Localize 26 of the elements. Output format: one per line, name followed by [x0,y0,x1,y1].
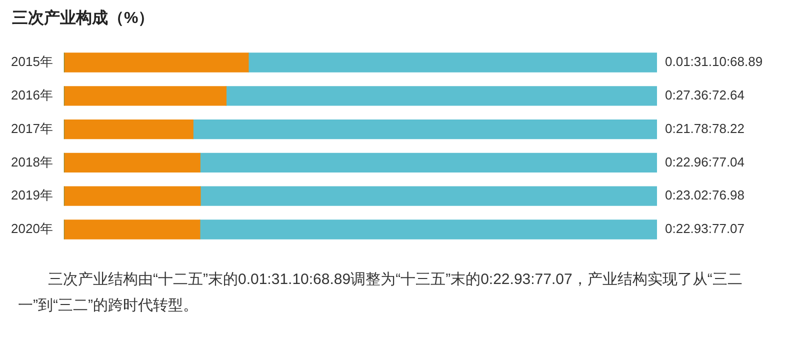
bar [248,52,657,72]
data-label: 0:23.02:76.98 [665,188,745,203]
bar [64,119,194,140]
bar [64,186,201,206]
bar [64,152,200,173]
data-label: 0.01:31.10:68.89 [665,54,763,70]
bar [64,52,249,72]
data-label: 0:27.36:72.64 [665,87,745,102]
y-tick-label: 2015年 [11,54,53,70]
bar [200,186,657,206]
data-label: 0:22.93:77.07 [665,221,745,236]
y-tick-label: 2020年 [11,221,53,236]
bar [200,220,657,240]
data-label: 0:21.78:78.22 [665,120,745,136]
bar [64,220,200,240]
bar [226,86,657,106]
text: 三次产业结构由“十二五”末的0.01:31.10:68.89调整为“十三五”末的0:22.93:77.07，产业结构实现了从“三二一”到“三二”的跨时代转型。 [18,270,744,316]
bar [200,152,657,173]
chart-title: 三次产业构成（%） [12,8,156,29]
bar [192,119,657,140]
y-tick-label: 2019年 [11,188,53,203]
data-label: 0:22.96:77.04 [665,154,745,170]
bar [64,86,227,106]
y-tick-label: 2018年 [11,154,53,170]
y-tick-label: 2016年 [11,87,53,102]
y-tick-label: 2017年 [11,120,53,136]
